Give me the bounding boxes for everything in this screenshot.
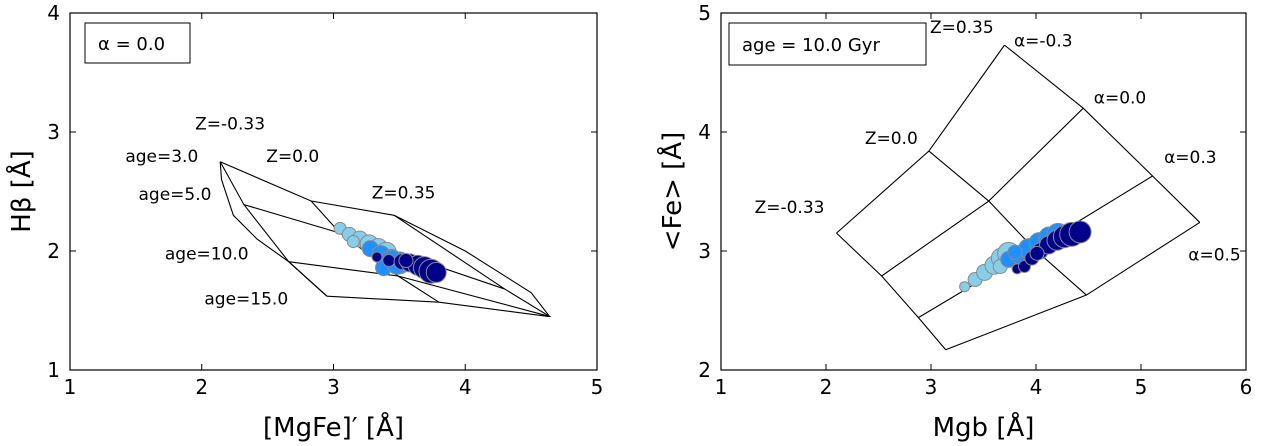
grid-col-1 (928, 150, 1087, 296)
data-point (382, 254, 396, 268)
data-point (1029, 245, 1045, 261)
legend-text: age = 10.0 Gyr (742, 35, 880, 56)
grid-annotation: Z=0.35 (930, 18, 994, 38)
y-tick-label: 4 (698, 120, 711, 144)
data-point (959, 281, 971, 293)
grid-annotation: Z=-0.33 (755, 198, 825, 218)
x-tick-label: 4 (1030, 375, 1043, 399)
data-point (346, 234, 360, 248)
grid-annotation: age=10.0 (165, 244, 249, 264)
grid-annotation: α=0.5 (1188, 246, 1241, 266)
grid-col-0 (836, 232, 947, 351)
data-point (371, 251, 383, 263)
x-tick-label: 3 (327, 375, 340, 399)
x-axis-label: Mgb [Å] (933, 411, 1035, 443)
grid-annotation: Z=0.35 (372, 184, 436, 204)
y-tick-label: 1 (47, 358, 60, 382)
legend-box (84, 22, 191, 64)
series-0 (959, 241, 1021, 293)
grid-annotation: α=0.3 (1164, 148, 1217, 168)
y-tick-label: 2 (698, 358, 711, 382)
legend-text: α = 0.0 (98, 34, 165, 55)
x-tick-label: 2 (195, 375, 208, 399)
x-axis-label: [MgFe]′ [Å] (263, 411, 404, 443)
data-point (398, 253, 414, 269)
x-tick-label: 1 (64, 375, 77, 399)
data-point (1007, 244, 1023, 260)
x-tick-label: 6 (1240, 375, 1253, 399)
grid-outline-left (219, 161, 328, 297)
grid-annotation: Z=0.0 (865, 129, 918, 149)
grid-annotation: α=0.0 (1094, 88, 1147, 108)
grid-annotation: Z=0.0 (266, 147, 319, 167)
legend-box (728, 22, 927, 66)
grid-annotation: age=3.0 (125, 147, 198, 167)
plot-frame (720, 12, 1247, 371)
x-tick-label: 2 (820, 375, 833, 399)
grid-col-0 (219, 161, 328, 297)
x-tick-label: 1 (715, 375, 728, 399)
series-2 (1011, 220, 1092, 275)
grid-col-2 (1004, 44, 1201, 223)
y-tick-label: 3 (698, 239, 711, 263)
grid-annotation: Z=-0.33 (195, 115, 265, 135)
y-tick-label: 4 (47, 1, 60, 25)
grid-line-0 (836, 44, 1005, 234)
y-tick-label: 2 (47, 239, 60, 263)
data-point (1068, 220, 1092, 244)
series-2 (371, 251, 447, 284)
left-panel: Z=-0.33Z=0.0 Z=0.35 age=3.0 age=5.0 age=10.0… (5, 1, 603, 443)
right-panel: Z=0.35 α=-0.3 α=0.0 Z=0.0 α=0.3 Z=-0.33 α=0.5 1… (656, 1, 1252, 443)
y-axis-label: <Fe> [Å] (656, 132, 688, 251)
y-axis-label: Hβ [Å] (5, 150, 37, 232)
x-tick-label: 4 (459, 375, 472, 399)
grid-line-3 (326, 295, 549, 317)
x-tick-label: 5 (1135, 375, 1148, 399)
grid-annotation: age=5.0 (139, 185, 212, 205)
grid-annotation: α=-0.3 (1014, 31, 1073, 51)
grid-annotation: age=15.0 (204, 290, 288, 310)
grid-outline-right (393, 214, 551, 317)
y-tick-label: 5 (698, 1, 711, 25)
y-tick-label: 3 (47, 120, 60, 144)
data-point (425, 261, 447, 283)
x-tick-label: 5 (591, 375, 604, 399)
x-tick-label: 3 (925, 375, 938, 399)
